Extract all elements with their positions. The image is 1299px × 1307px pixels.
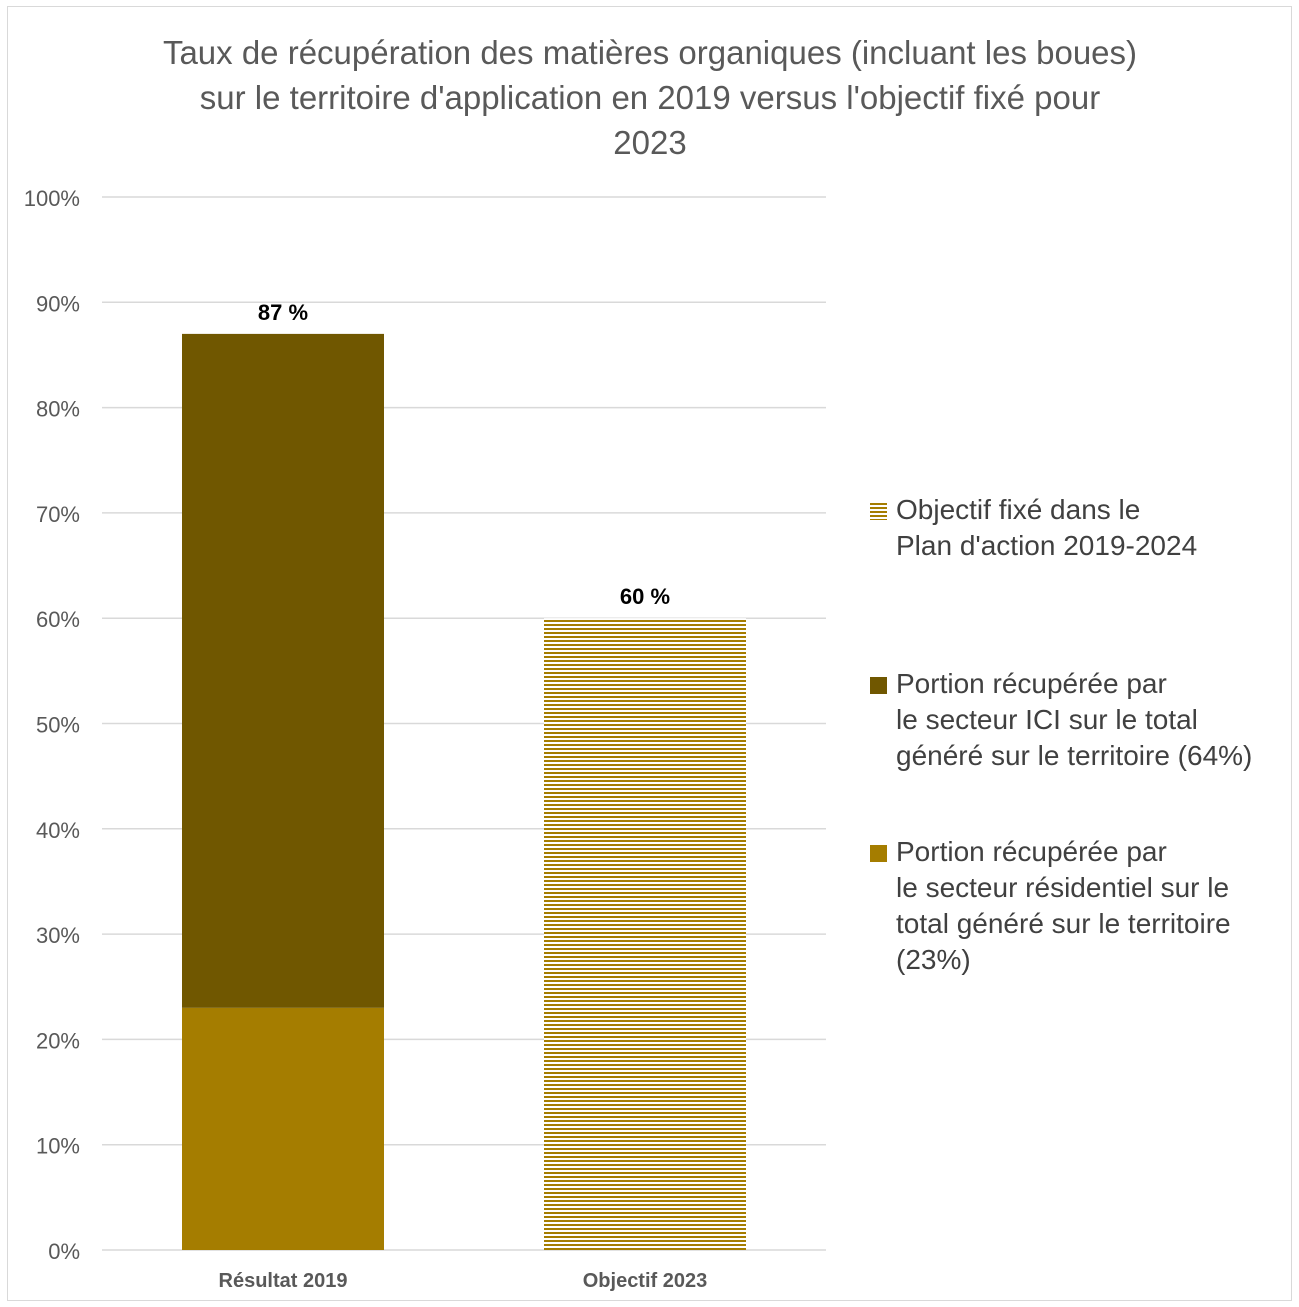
bar-segment bbox=[544, 618, 746, 1250]
chart-title: Taux de récupération des matières organi… bbox=[162, 34, 1138, 161]
y-tick-label: 70% bbox=[36, 502, 80, 527]
y-tick-label: 90% bbox=[36, 291, 80, 316]
x-axis-tick-labels: Résultat 2019 Objectif 2023 bbox=[219, 1270, 708, 1292]
y-tick-label: 0% bbox=[48, 1239, 80, 1264]
y-tick-label: 40% bbox=[36, 818, 80, 843]
legend-label: Portion récupérée par le secteur résiden… bbox=[896, 836, 1231, 975]
chart-frame bbox=[7, 6, 1292, 1301]
legend-swatch-ici bbox=[870, 677, 887, 694]
y-tick-label: 20% bbox=[36, 1028, 80, 1053]
y-tick-label: 60% bbox=[36, 607, 80, 632]
y-axis-tick-labels: 0% 10% 20% 30% 40% 50% 60% 70% 80% 90% 100% bbox=[24, 186, 80, 1264]
data-label: 87 % bbox=[258, 300, 308, 325]
data-labels: 87 % 60 % bbox=[258, 300, 670, 609]
legend-item-ici: Portion récupérée par le secteur ICI sur… bbox=[870, 666, 1280, 774]
legend-item-objective: Objectif fixé dans le Plan d'action 2019… bbox=[870, 492, 1280, 564]
x-tick-label: Objectif 2023 bbox=[583, 1270, 708, 1292]
y-tick-label: 100% bbox=[24, 186, 80, 211]
y-tick-label: 80% bbox=[36, 397, 80, 422]
x-tick-label: Résultat 2019 bbox=[219, 1270, 348, 1292]
y-tick-label: 50% bbox=[36, 713, 80, 738]
data-label: 60 % bbox=[620, 584, 670, 609]
legend-label: Objectif fixé dans le Plan d'action 2019… bbox=[896, 494, 1198, 561]
y-tick-label: 10% bbox=[36, 1134, 80, 1159]
legend-item-residential: Portion récupérée par le secteur résiden… bbox=[870, 834, 1280, 978]
legend-swatch-residential bbox=[870, 845, 887, 862]
legend-swatch-striped bbox=[870, 503, 887, 520]
bars bbox=[182, 333, 746, 1250]
y-tick-label: 30% bbox=[36, 923, 80, 948]
bar-segment bbox=[182, 1007, 384, 1250]
legend-label: Portion récupérée par le secteur ICI sur… bbox=[896, 668, 1253, 771]
bar-segment bbox=[182, 333, 384, 1008]
